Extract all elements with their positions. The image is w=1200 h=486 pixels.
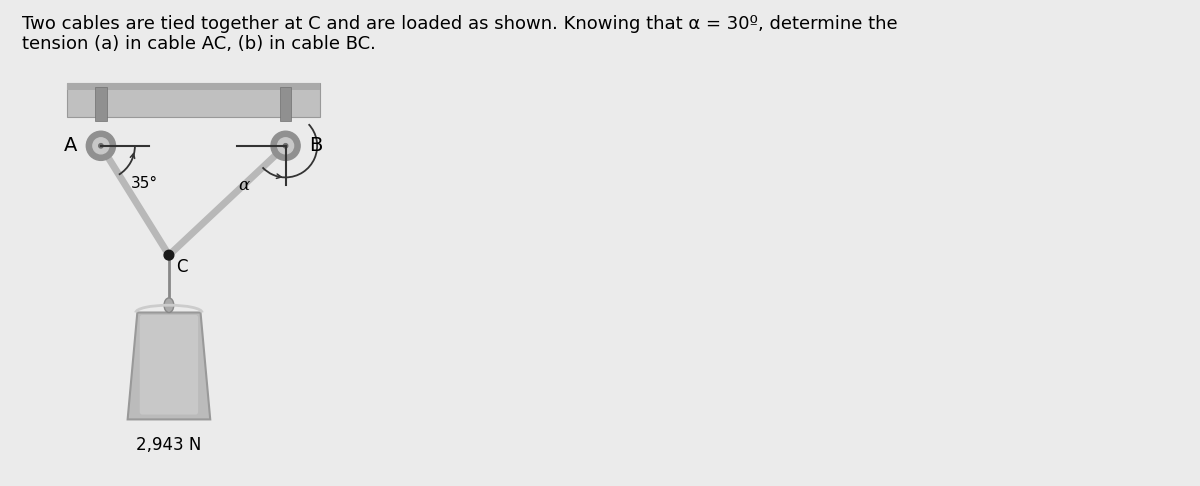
Text: Two cables are tied together at C and are loaded as shown. Knowing that α = 30º,: Two cables are tied together at C and ar… xyxy=(22,15,898,53)
Circle shape xyxy=(283,144,288,148)
Polygon shape xyxy=(127,312,210,419)
Text: 2,943 N: 2,943 N xyxy=(137,436,202,454)
Ellipse shape xyxy=(164,298,174,312)
Text: 35°: 35° xyxy=(131,176,158,191)
FancyBboxPatch shape xyxy=(67,83,319,90)
Text: α: α xyxy=(239,177,250,194)
Circle shape xyxy=(164,250,174,260)
Text: B: B xyxy=(308,136,323,156)
Circle shape xyxy=(86,131,115,160)
FancyBboxPatch shape xyxy=(67,83,319,117)
FancyBboxPatch shape xyxy=(280,87,292,122)
FancyBboxPatch shape xyxy=(95,87,107,122)
Circle shape xyxy=(98,144,103,148)
Text: A: A xyxy=(64,136,78,156)
FancyBboxPatch shape xyxy=(139,315,198,415)
Circle shape xyxy=(271,131,300,160)
Circle shape xyxy=(277,138,294,154)
Text: C: C xyxy=(175,258,187,276)
Circle shape xyxy=(92,138,109,154)
